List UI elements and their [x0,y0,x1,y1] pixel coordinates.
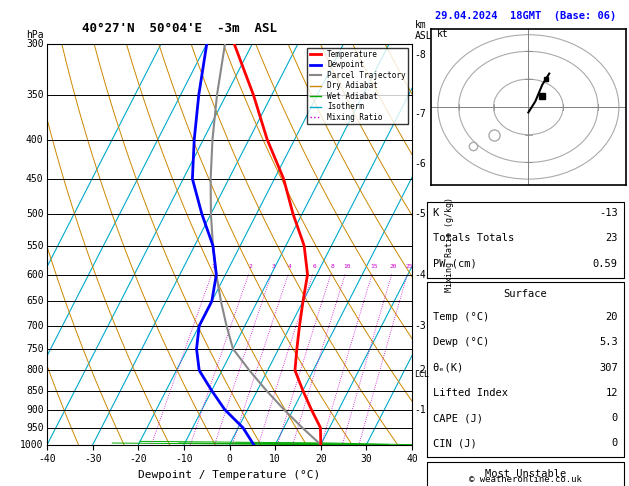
Text: -8: -8 [414,50,426,60]
Text: -1: -1 [414,405,426,415]
Text: -4: -4 [414,270,426,279]
Text: Temp (°C): Temp (°C) [433,312,489,322]
Text: 1000: 1000 [20,440,43,450]
Text: θₑ(K): θₑ(K) [433,363,464,373]
Text: 600: 600 [26,270,43,279]
Text: 1: 1 [211,264,215,269]
Text: -5: -5 [414,209,426,219]
Text: Totals Totals: Totals Totals [433,233,514,243]
Text: 2: 2 [248,264,252,269]
Text: 450: 450 [26,174,43,184]
Text: 15: 15 [370,264,377,269]
Text: 20: 20 [389,264,397,269]
Text: -6: -6 [414,158,426,169]
Text: Dewp (°C): Dewp (°C) [433,337,489,347]
Text: CIN (J): CIN (J) [433,438,476,449]
Text: 5.3: 5.3 [599,337,618,347]
Text: 850: 850 [26,385,43,396]
Text: CAPE (J): CAPE (J) [433,413,482,423]
Text: kt: kt [437,29,448,39]
Text: 400: 400 [26,135,43,144]
Text: -3: -3 [414,321,426,331]
Text: © weatheronline.co.uk: © weatheronline.co.uk [469,474,582,484]
Text: hPa: hPa [26,30,43,40]
Text: PW (cm): PW (cm) [433,259,476,269]
Text: 500: 500 [26,209,43,219]
Text: -7: -7 [414,108,426,119]
Text: Lifted Index: Lifted Index [433,388,508,398]
X-axis label: Dewpoint / Temperature (°C): Dewpoint / Temperature (°C) [138,470,321,480]
Text: km
ASL: km ASL [415,20,433,41]
Text: 3: 3 [271,264,275,269]
Text: 10: 10 [343,264,350,269]
Text: 0: 0 [611,438,618,449]
Text: 950: 950 [26,423,43,433]
Text: 25: 25 [405,264,413,269]
Text: 307: 307 [599,363,618,373]
Text: 23: 23 [605,233,618,243]
Text: 900: 900 [26,405,43,415]
Text: K: K [433,208,439,218]
Text: 20: 20 [605,312,618,322]
Text: 750: 750 [26,344,43,354]
Text: 0.59: 0.59 [593,259,618,269]
Text: Mixing Ratio (g/kg): Mixing Ratio (g/kg) [445,197,454,292]
Text: 650: 650 [26,296,43,306]
Text: 0: 0 [611,413,618,423]
Text: 40°27'N  50°04'E  -3m  ASL: 40°27'N 50°04'E -3m ASL [82,22,277,35]
Text: 6: 6 [313,264,316,269]
Text: 12: 12 [605,388,618,398]
Text: 550: 550 [26,241,43,251]
Text: -13: -13 [599,208,618,218]
Text: Most Unstable: Most Unstable [484,469,566,479]
Text: -2: -2 [414,365,426,375]
Text: 800: 800 [26,365,43,375]
Text: Surface: Surface [503,289,547,299]
Text: LCL: LCL [414,370,429,379]
Text: 350: 350 [26,90,43,100]
Text: 300: 300 [26,39,43,49]
Text: 8: 8 [331,264,335,269]
Legend: Temperature, Dewpoint, Parcel Trajectory, Dry Adiabat, Wet Adiabat, Isotherm, Mi: Temperature, Dewpoint, Parcel Trajectory… [308,48,408,124]
Text: 29.04.2024  18GMT  (Base: 06): 29.04.2024 18GMT (Base: 06) [435,11,616,21]
Text: 4: 4 [288,264,292,269]
Text: 700: 700 [26,321,43,331]
